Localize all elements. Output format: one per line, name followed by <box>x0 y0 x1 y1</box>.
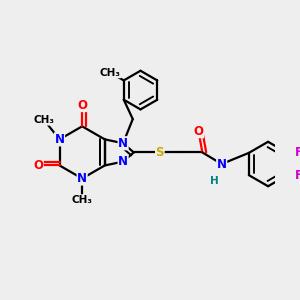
Text: O: O <box>33 159 43 172</box>
Text: F: F <box>295 169 300 182</box>
Text: N: N <box>118 137 128 150</box>
Text: N: N <box>118 155 128 168</box>
Text: CH₃: CH₃ <box>34 115 55 125</box>
Text: CH₃: CH₃ <box>72 195 93 205</box>
Text: N: N <box>55 133 64 146</box>
Text: N: N <box>217 158 227 170</box>
Text: S: S <box>156 146 164 159</box>
Text: O: O <box>194 125 203 138</box>
Text: O: O <box>77 99 87 112</box>
Text: N: N <box>77 172 87 185</box>
Text: CH₃: CH₃ <box>100 68 121 78</box>
Text: H: H <box>210 176 218 186</box>
Text: F: F <box>295 146 300 159</box>
